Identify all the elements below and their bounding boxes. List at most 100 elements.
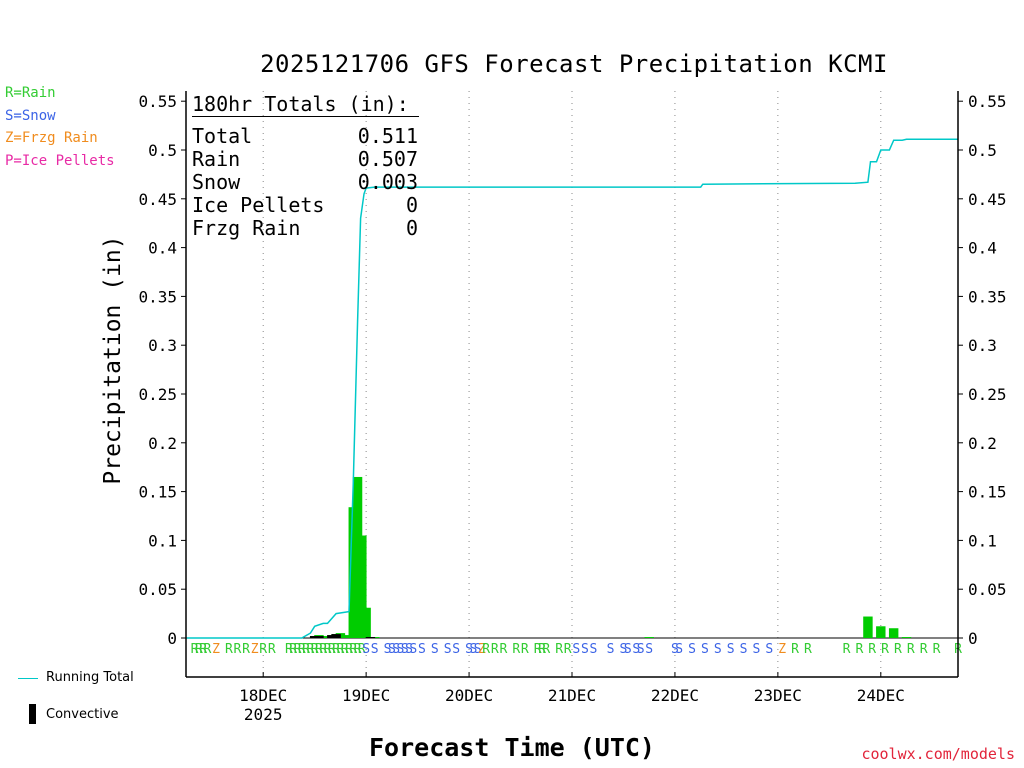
y-tick-label-right: 0.3 [968,336,997,355]
ptype-label: S [765,642,773,657]
totals-value: 0 [405,193,418,217]
ptype-label: S [431,642,439,657]
ptype-label: S [452,642,460,657]
totals-row-total: Total 0.511 [192,124,418,148]
legend-convective-label: Convective [46,707,119,722]
ptype-legend-snow: S=Snow [5,107,56,124]
x-tick-label: 23DEC [754,686,802,705]
y-tick-label-right: 0.25 [968,385,1007,404]
totals-heading: 180hr Totals (in): [192,92,409,116]
ptype-label: S [465,642,473,657]
ptype-label: S [371,642,379,657]
y-tick-label-right: 0.5 [968,141,997,160]
ptype-label: R [542,642,550,657]
ptype-label: S [409,642,417,657]
ptype-label: R [336,642,344,657]
x-axis-label: Forecast Time (UTC) [369,733,655,762]
ptype-label: Z [778,642,786,657]
ptype-label: R [324,642,332,657]
ptype-label: S [581,642,589,657]
ptype-label: R [294,642,302,657]
y-tick-label-right: 0.05 [968,580,1007,599]
ptype-label: S [688,642,696,657]
ptype-label: R [894,642,902,657]
ptype-label: Z [251,642,259,657]
totals-underline [192,116,419,117]
y-tick-label-left: 0.35 [138,287,177,306]
ptype-label: S [392,642,400,657]
ptype-label: R [868,642,876,657]
ptype-label: R [311,642,319,657]
ptype-label: S [362,642,370,657]
ptype-label: R [332,642,340,657]
ptype-label: S [607,642,615,657]
totals-label: Rain [192,147,241,171]
ptype-label: R [204,642,212,657]
ptype-label: R [225,642,233,657]
convective-bar [331,634,341,638]
chart-title: 2025121706 GFS Forecast Precipitation KC… [260,50,888,78]
ptype-label: S [740,642,748,657]
ptype-label: R [843,642,851,657]
running-total-swatch [18,678,38,679]
ptype-label: S [753,642,761,657]
ptype-label: R [315,642,323,657]
x-tick-sublabel: 2025 [244,705,283,724]
ptype-label: S [418,642,426,657]
totals-value: 0 [405,216,418,240]
ptype-label: R [259,642,267,657]
ptype-label: R [920,642,928,657]
y-tick-label-left: 0.55 [138,92,177,111]
ptype-label: R [285,642,293,657]
ptype-label: R [555,642,563,657]
y-tick-label-left: 0.1 [148,531,177,550]
ptype-label: R [298,642,306,657]
ptype-label: R [289,642,297,657]
legend-convective: Convective [18,704,158,726]
ptype-label: R [534,642,542,657]
ptype-label: S [637,642,645,657]
precip-bar [644,637,654,638]
convective-bar [314,636,324,638]
ptype-label: S [727,642,735,657]
y-tick-label-right: 0.45 [968,190,1007,209]
ptype-label: R [538,642,546,657]
ptype-legend: R=Rain S=Snow Z=Frzg Rain P=Ice Pellets [5,82,115,172]
ptype-label: R [482,642,490,657]
y-tick-label-right: 0.4 [968,239,997,258]
y-tick-label-left: 0.5 [148,141,177,160]
ptype-label: S [590,642,598,657]
ptype-label: R [319,642,327,657]
ptype-legend-rain: R=Rain [5,85,56,101]
totals-value: 0.507 [357,147,418,171]
ptype-label: R [268,642,276,657]
ptype-label: R [195,642,203,657]
x-tick-label: 24DEC [857,686,905,705]
ptype-label: R [234,642,242,657]
ptype-label: R [328,642,336,657]
precip-bar [357,535,367,638]
y-tick-label-right: 0.55 [968,92,1007,111]
y-tick-label-left: 0.15 [138,483,177,502]
x-tick-label: 18DEC [239,686,287,705]
legend-running-total-label: Running Total [46,670,134,685]
ptype-label: S [714,642,722,657]
y-tick-label-left: 0.05 [138,580,177,599]
y-tick-label-left: 0.4 [148,239,177,258]
ptype-label: S [624,642,632,657]
ptype-label: S [620,642,628,657]
ptype-label: R [791,642,799,657]
precip-bar [888,628,899,638]
legend-running-total: Running Total [18,670,158,688]
ptype-legend-ice-pellets: P=Ice Pellets [5,152,115,169]
y-tick-label-right: 0.2 [968,434,997,453]
ptype-label: R [354,642,362,657]
ptype-label: R [242,642,250,657]
y-tick-label-right: 0.35 [968,287,1007,306]
convective-bar [365,637,376,638]
ptype-label: S [701,642,709,657]
ptype-label: S [645,642,653,657]
y-tick-label-left: 0.45 [138,190,177,209]
ptype-label: S [384,642,392,657]
precip-bar [876,626,886,638]
